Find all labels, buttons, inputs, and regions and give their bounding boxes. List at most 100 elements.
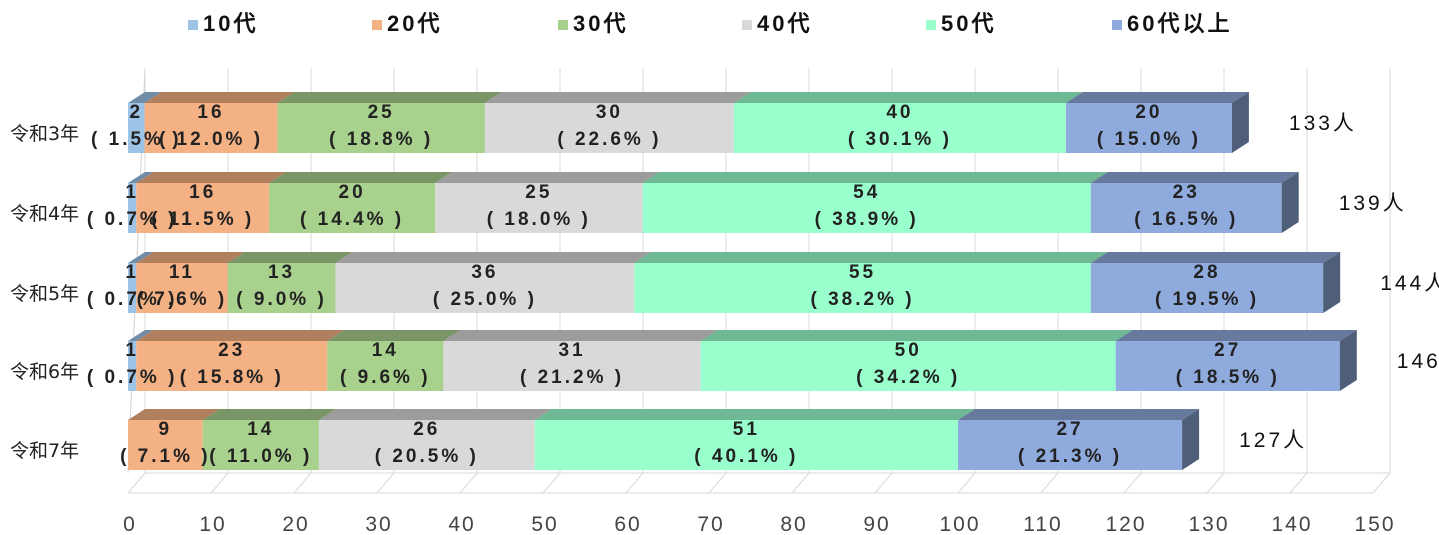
data-label-percent: ( 11.5% )	[151, 209, 254, 230]
data-label-count: 50	[895, 340, 922, 361]
legend-label: 60代以上	[1127, 11, 1232, 36]
data-label-count: 20	[339, 182, 366, 203]
legend-swatch	[742, 20, 752, 30]
bar-segment	[435, 183, 643, 233]
data-label-count: 36	[471, 262, 498, 283]
x-tick-label: 100	[939, 513, 980, 535]
bar-segment	[318, 420, 535, 470]
legend-swatch	[1112, 20, 1122, 30]
gridline-floor	[1289, 472, 1308, 494]
bar-segment	[642, 183, 1091, 233]
data-label-percent: ( 18.8% )	[329, 129, 433, 150]
data-label-count: 13	[268, 262, 295, 283]
bar-segment-top	[534, 409, 975, 420]
data-label-percent: ( 22.6% )	[557, 129, 661, 150]
data-label-count: 2	[130, 102, 144, 123]
bar-segment	[1090, 263, 1324, 313]
data-label-percent: ( 38.9% )	[815, 209, 919, 230]
data-label-percent: ( 0.7% )	[87, 209, 178, 230]
bar-segment-top	[269, 172, 453, 183]
bar-segment-end	[1281, 172, 1299, 233]
chart-legend: 10代 20代 30代 40代 50代 60代以上	[188, 11, 1232, 36]
total-label: 139人	[1339, 192, 1407, 215]
total-label: 127人	[1239, 429, 1307, 452]
bar-segment	[534, 420, 958, 470]
data-label-count: 31	[558, 340, 585, 361]
gridline-floor	[293, 472, 312, 494]
x-tick-label: 50	[531, 513, 558, 535]
bar-segment-top	[128, 252, 154, 263]
gridline-floor	[376, 472, 395, 494]
bar-segment	[335, 263, 635, 313]
gridline-floor	[1040, 472, 1059, 494]
legend-label: 30代	[573, 11, 628, 36]
data-label-count: 11	[169, 262, 195, 283]
data-label-count: 30	[596, 102, 623, 123]
legend-swatch	[558, 20, 568, 30]
data-label-count: 23	[218, 340, 245, 361]
bar-segment-top	[318, 409, 552, 420]
x-tick-label: 40	[448, 513, 475, 535]
bar-segment	[269, 183, 436, 233]
x-tick-label: 110	[1023, 513, 1062, 535]
bar-segment	[327, 341, 444, 391]
bar-segment-top	[642, 172, 1108, 183]
data-label-percent: ( 9.6% )	[340, 367, 431, 388]
bar-segment-top	[128, 409, 220, 420]
category-label: 令和4年	[10, 203, 79, 225]
data-label-percent: ( 18.0% )	[487, 209, 591, 230]
bar-segment-top	[700, 330, 1133, 341]
bar-segment	[1090, 183, 1282, 233]
category-label: 令和7年	[10, 440, 79, 462]
bar-segment-top	[128, 172, 154, 183]
data-label-count: 54	[853, 182, 880, 203]
bar-segment	[136, 183, 270, 233]
legend-label: 20代	[387, 11, 442, 36]
bar-segment	[958, 420, 1183, 470]
x-tick-label: 120	[1105, 513, 1146, 535]
data-label-count: 40	[886, 102, 913, 123]
gridline-floor	[625, 472, 644, 494]
bar-segment-top	[1115, 330, 1357, 341]
data-label-percent: ( 25.0% )	[433, 289, 537, 310]
bar-segment-top	[136, 172, 287, 183]
bar-segment-top	[435, 172, 660, 183]
chart-bars	[128, 92, 1357, 470]
bar-segment-top	[227, 252, 353, 263]
data-label-count: 27	[1056, 419, 1083, 440]
bar-segment	[484, 103, 734, 153]
data-label-percent: ( 12.0% )	[159, 129, 263, 150]
bar-segment	[700, 341, 1116, 391]
category-label: 令和6年	[10, 361, 79, 383]
bar-segment	[634, 263, 1091, 313]
total-label: 144人	[1380, 272, 1439, 295]
bar-segment-top	[1090, 172, 1299, 183]
bar-segment-end	[1231, 92, 1249, 153]
x-tick-label: 130	[1188, 513, 1229, 535]
data-label-count: 51	[733, 419, 760, 440]
x-tick-label: 90	[863, 513, 890, 535]
gridline-floor	[708, 472, 727, 494]
bar-segment	[1065, 103, 1232, 153]
x-tick-label: 60	[614, 513, 641, 535]
x-tick-label: 30	[365, 513, 392, 535]
bar-segment	[733, 103, 1066, 153]
bar-segment-top	[1090, 252, 1341, 263]
data-label-percent: ( 30.1% )	[848, 129, 952, 150]
data-label-percent: ( 19.5% )	[1155, 289, 1259, 310]
data-label-count: 14	[372, 340, 399, 361]
chart-axis-ticks: 0 10 20 30 40 50 60 70 80 90 100 110 120 130 140 150	[123, 513, 1393, 535]
data-label-count: 28	[1193, 262, 1220, 283]
bar-segment-top	[128, 92, 162, 103]
bar-segment-top	[1065, 92, 1249, 103]
gridline-floor	[874, 472, 893, 494]
bar-segment	[128, 183, 137, 233]
data-label-count: 25	[368, 102, 395, 123]
legend-label: 10代	[203, 11, 258, 36]
gridline-floor	[459, 472, 478, 494]
bar-segment	[136, 341, 328, 391]
bar-segment	[277, 103, 485, 153]
bar-segment	[128, 341, 137, 391]
